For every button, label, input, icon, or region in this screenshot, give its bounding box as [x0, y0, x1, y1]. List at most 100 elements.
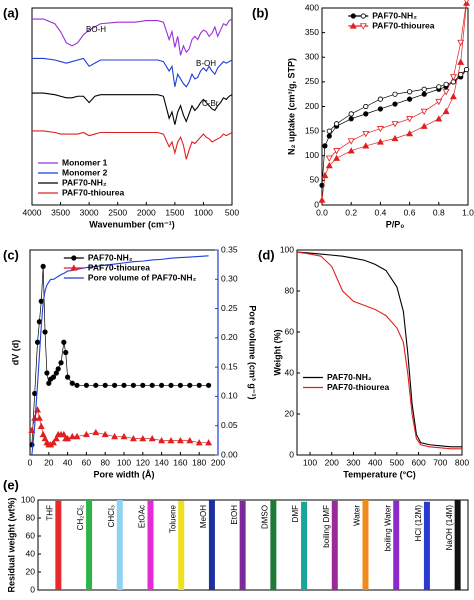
legend-marker [360, 13, 366, 19]
data-point [363, 111, 369, 117]
data-point [421, 91, 427, 97]
y2-tick-label: 0.15 [221, 361, 238, 371]
data-point [348, 111, 354, 117]
data-point [73, 432, 81, 440]
data-point [41, 434, 49, 442]
x-tick-label: 40 [63, 457, 73, 467]
data-point [158, 437, 166, 444]
bar [178, 500, 185, 590]
data-point [457, 58, 465, 65]
legend-label: Monomer 1 [62, 157, 108, 167]
y2-tick-label: 0.20 [221, 332, 238, 342]
data-point [435, 98, 443, 106]
legend-label: PAF70-thiourea [62, 187, 124, 197]
legend-marker [359, 23, 367, 30]
data-point [92, 428, 100, 436]
data-point [392, 101, 398, 107]
x-tick-label: 2000 [137, 207, 156, 217]
data-point [63, 349, 69, 356]
data-point [55, 366, 61, 372]
legend-label: PAF70-thiourea [88, 262, 150, 272]
data-point [449, 93, 457, 100]
bar-label: boiling DMF [322, 505, 331, 548]
bar [331, 500, 338, 590]
data-point [111, 432, 119, 440]
y-axis-label: N₂ uptake (cm³/g, STP) [286, 58, 296, 155]
legend-label: PAF70-thiourea [327, 382, 389, 392]
bar [116, 500, 123, 590]
data-point [130, 382, 136, 388]
x-tick-label: 80 [100, 457, 110, 467]
bar-label: boiling Water [383, 505, 392, 552]
panel-label: (b) [252, 5, 269, 20]
legend-marker [71, 255, 77, 261]
bar [208, 500, 215, 590]
bar [393, 500, 400, 590]
bar-label: THF [45, 505, 54, 521]
data-point [186, 437, 194, 444]
y-tick-label: 80 [285, 285, 295, 295]
legend-label: Pore volume of PAF70-NH₂ [88, 272, 197, 282]
x-tick-label: 300 [346, 457, 360, 467]
y-tick-label: 20 [285, 408, 295, 418]
data-point [376, 138, 384, 145]
data-point [36, 319, 43, 325]
data-point [35, 414, 43, 421]
data-point [326, 133, 332, 139]
x-tick-label: 160 [173, 457, 187, 467]
x-tick-label: 400 [368, 457, 382, 467]
x-tick-label: 100 [303, 457, 317, 467]
data-point [205, 439, 213, 446]
plot-frame [31, 7, 233, 206]
annotation: C-Br [202, 99, 219, 108]
data-point [93, 382, 99, 388]
data-point [442, 89, 450, 96]
data-point [363, 103, 369, 110]
plot-frame [37, 499, 469, 591]
data-point [376, 126, 384, 133]
data-point [50, 439, 57, 446]
data-point [28, 426, 36, 434]
data-point [322, 143, 328, 149]
x-tick-label: 500 [225, 207, 239, 217]
bar [55, 500, 62, 590]
data-point [32, 390, 38, 397]
data-point [69, 380, 75, 386]
bar [239, 500, 246, 590]
x-tick-label: 1.0 [462, 207, 474, 217]
bar-label: EtOH [230, 505, 239, 525]
series-line [32, 18, 233, 56]
x-tick-label: 600 [411, 457, 425, 467]
x-tick-label: 180 [192, 457, 206, 467]
y-tick-label: 80 [26, 512, 36, 522]
data-point [74, 382, 80, 388]
y-tick-label: 0 [289, 449, 294, 459]
bar [362, 500, 369, 590]
data-point [348, 116, 354, 122]
data-point [61, 339, 67, 345]
x-tick-label: 120 [136, 457, 150, 467]
data-point [206, 382, 212, 388]
panel-label: (d) [258, 247, 275, 262]
panel-label: (e) [3, 477, 19, 492]
data-point [112, 382, 118, 388]
bar-label: Toluene [168, 504, 177, 533]
x-tick-label: 2500 [108, 207, 127, 217]
bar-label: EtOAc [138, 505, 147, 528]
bar-label: DMSO [260, 505, 269, 529]
x-tick-label: 200 [211, 457, 225, 467]
data-point [319, 182, 325, 188]
data-point [52, 434, 60, 442]
y-axis-label: Residual weight (wt%) [6, 497, 16, 592]
data-point [442, 107, 450, 115]
data-point [318, 196, 326, 203]
bar [86, 500, 93, 590]
data-point [44, 370, 50, 376]
data-point [159, 382, 165, 388]
y-tick-label: 100 [280, 244, 294, 254]
y2-tick-label: 0.05 [221, 420, 238, 430]
x-tick-label: 0.4 [374, 207, 386, 217]
y-tick-label: 400 [305, 2, 319, 12]
x-tick-label: 500 [390, 457, 404, 467]
